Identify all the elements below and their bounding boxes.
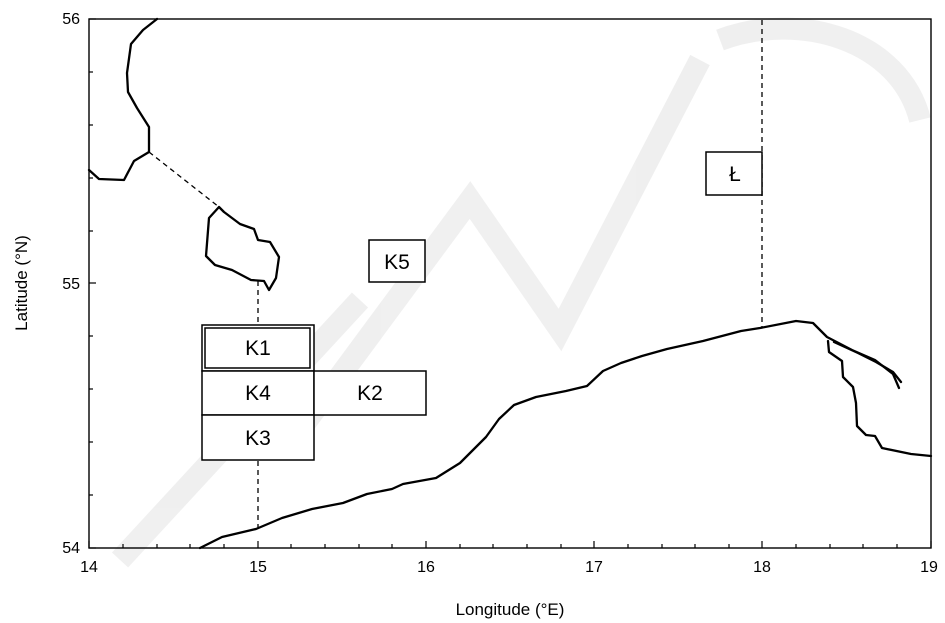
x-tick-label: 16 bbox=[417, 559, 435, 576]
y-tick-label: 55 bbox=[62, 276, 80, 293]
x-axis-ticks bbox=[88, 541, 932, 548]
area-label-k5: K5 bbox=[384, 251, 410, 274]
x-tick-label: 15 bbox=[249, 559, 267, 576]
coastline-sweden bbox=[87, 17, 159, 182]
x-axis-label: Longitude (°E) bbox=[456, 600, 565, 619]
coastline-hel-inner bbox=[832, 340, 903, 384]
area-k3: K3 bbox=[201, 414, 315, 461]
area-k1: K1 bbox=[201, 324, 315, 372]
area-label-k4: K4 bbox=[245, 382, 271, 405]
area-label-k3: K3 bbox=[245, 427, 271, 450]
area-k4: K4 bbox=[201, 370, 315, 416]
x-tick-labels: 14 15 16 17 18 19 bbox=[80, 559, 938, 576]
x-tick-label: 18 bbox=[753, 559, 771, 576]
coastline-poland bbox=[198, 319, 901, 550]
area-label-k2: K2 bbox=[357, 382, 383, 405]
area-k5: K5 bbox=[368, 239, 426, 283]
x-tick-label: 14 bbox=[80, 559, 98, 576]
y-axis-label: Latitude (°N) bbox=[12, 235, 31, 331]
area-label-k1: K1 bbox=[245, 337, 271, 360]
boundary-sweden-bornholm bbox=[148, 151, 220, 208]
y-tick-labels: 54 55 56 bbox=[62, 11, 80, 557]
watermark bbox=[111, 17, 931, 568]
coastline-hel-peninsula bbox=[826, 339, 933, 458]
coastline-bornholm bbox=[204, 205, 281, 292]
y-tick-label: 56 bbox=[62, 11, 80, 28]
y-tick-label: 54 bbox=[62, 540, 80, 557]
area-k2: K2 bbox=[313, 370, 427, 416]
x-tick-label: 17 bbox=[585, 559, 603, 576]
area-label-l: Ł bbox=[729, 163, 741, 186]
y-axis-ticks bbox=[89, 18, 96, 549]
area-l: Ł bbox=[705, 151, 763, 196]
x-tick-label: 19 bbox=[920, 559, 938, 576]
